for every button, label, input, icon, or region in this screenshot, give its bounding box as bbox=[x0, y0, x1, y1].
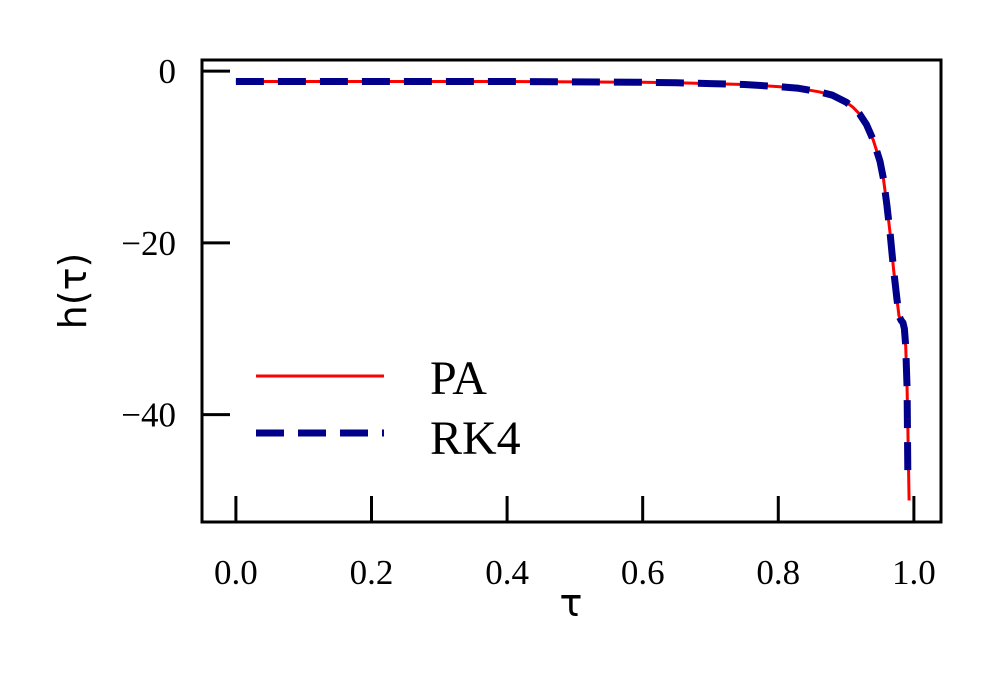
x-tick-label-5: 1.0 bbox=[892, 553, 936, 592]
legend: PA RK4 bbox=[256, 352, 521, 465]
y-axis-ticks: 0 −20 −40 bbox=[121, 52, 230, 435]
series-line-pa bbox=[235, 80, 911, 501]
x-tick-label-2: 0.4 bbox=[485, 553, 529, 592]
series-layer bbox=[235, 78, 912, 501]
y-tick-label-2: −40 bbox=[121, 396, 176, 435]
y-axis-label: h(τ) bbox=[51, 253, 95, 330]
x-tick-label-1: 0.2 bbox=[350, 553, 394, 592]
x-tick-label-0: 0.0 bbox=[214, 553, 258, 592]
y-tick-label-0: 0 bbox=[159, 52, 177, 91]
series-line-rk4 bbox=[235, 78, 912, 471]
x-axis-ticks: 0.0 0.2 0.4 0.6 0.8 1.0 bbox=[214, 496, 936, 592]
legend-label-rk4: RK4 bbox=[430, 412, 521, 465]
x-tick-label-3: 0.6 bbox=[621, 553, 665, 592]
y-tick-label-1: −20 bbox=[121, 224, 176, 263]
plot-frame bbox=[200, 58, 943, 524]
x-axis-label: τ bbox=[560, 581, 583, 625]
legend-label-pa: PA bbox=[430, 352, 487, 405]
x-tick-label-4: 0.8 bbox=[756, 553, 800, 592]
